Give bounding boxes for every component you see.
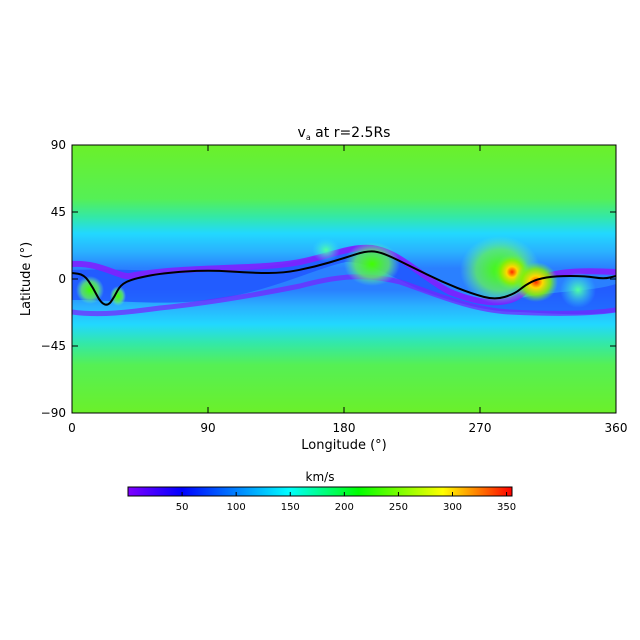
colorbar xyxy=(127,486,513,497)
y-tick-label: −90 xyxy=(41,406,66,420)
colorbar-tick-label: 300 xyxy=(443,502,462,513)
y-axis-label: Latitude (°) xyxy=(19,242,34,316)
chart-title: va at r=2.5Rs xyxy=(298,125,391,142)
colorbar-ticks: 50 100 150 200 250 300 350 xyxy=(176,492,516,513)
colorbar-tick-label: 150 xyxy=(281,502,300,513)
x-tick-label: 270 xyxy=(469,421,492,435)
neutral-line xyxy=(72,250,616,306)
x-axis-label: Longitude (°) xyxy=(301,438,386,453)
y-tick-label: 90 xyxy=(51,138,66,152)
colorbar-label: km/s xyxy=(306,470,335,484)
colorbar-tick-label: 250 xyxy=(389,502,408,513)
x-tick-label: 90 xyxy=(200,421,215,435)
y-axis: 90 45 0 −45 −90 xyxy=(41,138,616,420)
x-tick-label: 0 xyxy=(68,421,76,435)
x-tick-label: 360 xyxy=(605,421,628,435)
colorbar-tick-label: 200 xyxy=(335,502,354,513)
heatmap-field xyxy=(72,145,616,413)
x-axis: 0 90 180 270 360 xyxy=(68,145,627,435)
colorbar-tick-label: 350 xyxy=(497,502,516,513)
y-tick-label: −45 xyxy=(41,339,66,353)
colorbar-tick-label: 50 xyxy=(176,502,189,513)
y-tick-label: 45 xyxy=(51,205,66,219)
colorbar-tick-label: 100 xyxy=(227,502,246,513)
x-tick-label: 180 xyxy=(333,421,356,435)
y-tick-label: 0 xyxy=(58,272,66,286)
